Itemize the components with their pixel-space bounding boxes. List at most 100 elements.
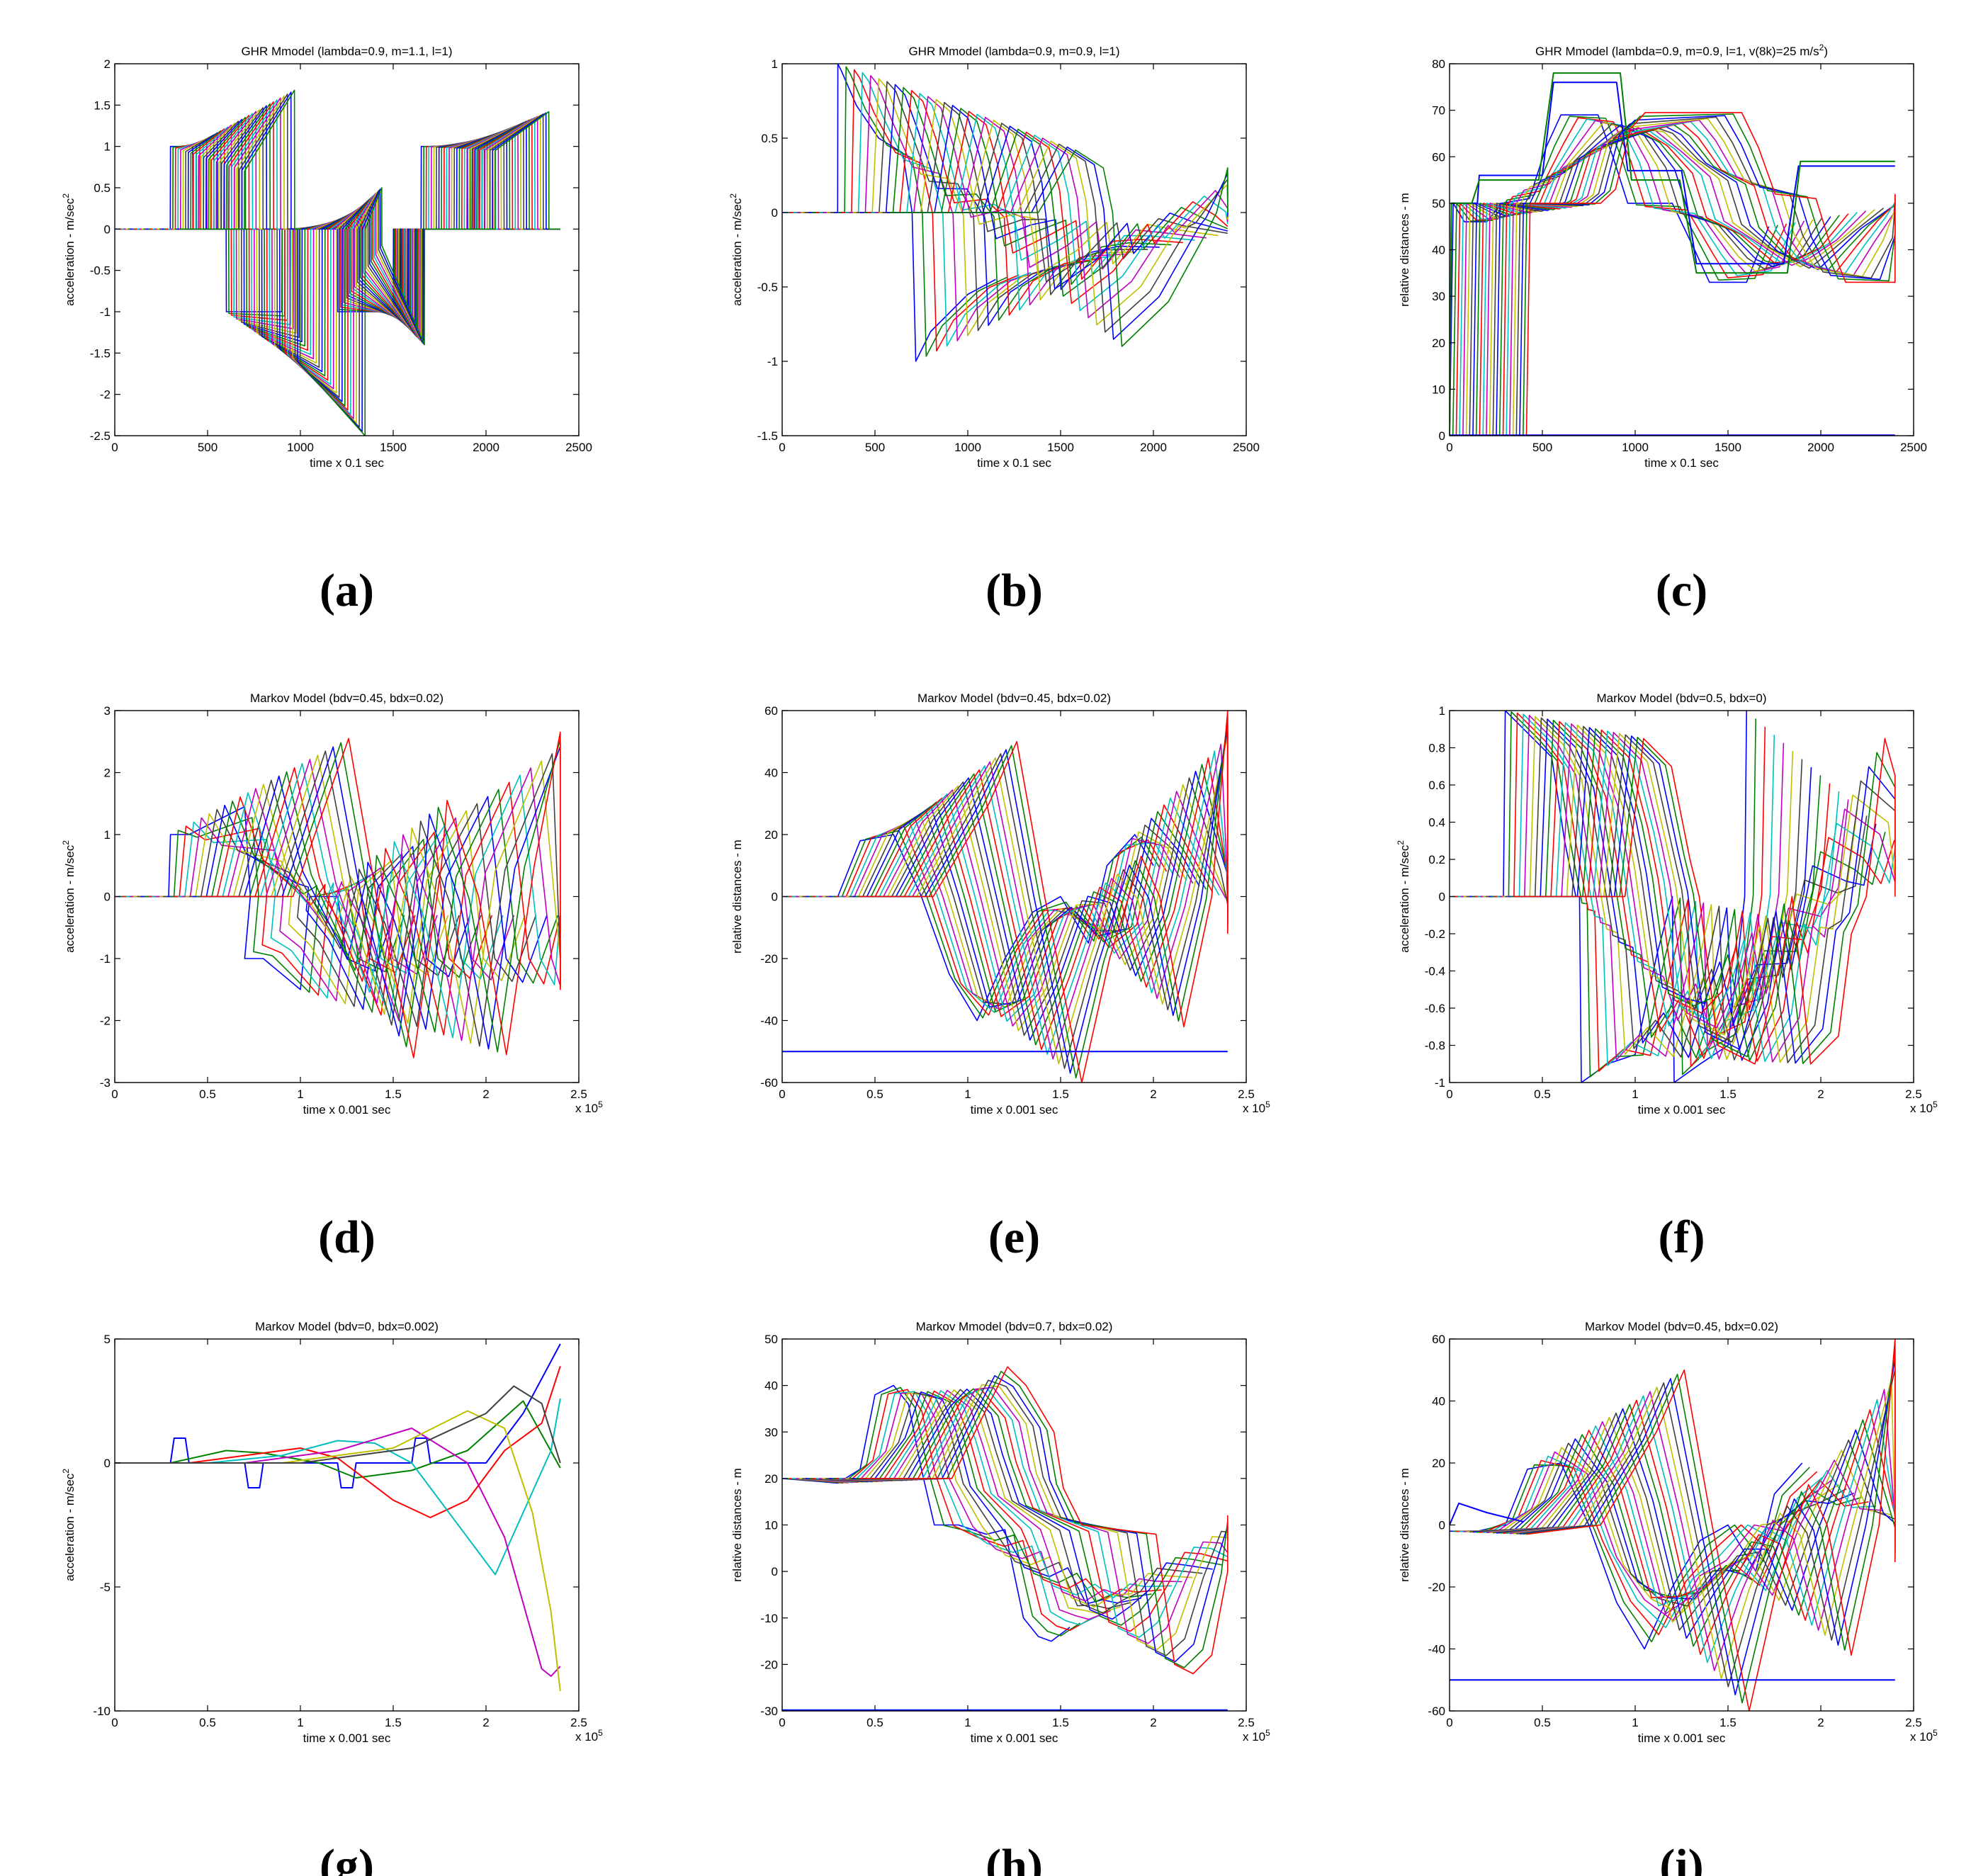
series-group <box>115 89 560 436</box>
x-tick-label: 2.5 <box>1905 1716 1922 1729</box>
y-tick-label: -1.5 <box>90 346 111 360</box>
y-axis-label-text: acceleration - m/sec <box>1398 844 1411 953</box>
x-tick-label: 2 <box>482 1716 489 1729</box>
series-line-g-1 <box>115 1343 561 1488</box>
series-line-a-28 <box>174 94 560 428</box>
y-axis-label-text: relative distances - m <box>1398 193 1411 307</box>
exponent-base: x 10 <box>575 1730 598 1744</box>
series-line-b-21 <box>856 123 1228 283</box>
y-axis-label-text: acceleration - m/sec <box>63 1473 77 1581</box>
series-line-d-19 <box>181 759 561 1041</box>
y-tick-label: 1 <box>772 57 778 71</box>
x-tick-label: 500 <box>1532 441 1552 454</box>
series-line-g-7 <box>115 1385 561 1464</box>
x-tick-label: 0 <box>1446 441 1452 454</box>
y-axis-label: acceleration - m/sec2 <box>1396 840 1411 953</box>
y-tick-label: 1 <box>1439 704 1445 718</box>
exponent-base: x 10 <box>1910 1730 1933 1744</box>
series-line-a-19 <box>154 111 560 390</box>
y-tick-label: 20 <box>1432 1457 1445 1470</box>
series-line-i-3 <box>1456 1459 1818 1636</box>
y-tick-label: 50 <box>1432 197 1445 210</box>
series-line-f-14 <box>1486 725 1868 1061</box>
y-axis-label-text: acceleration - m/sec <box>730 198 744 306</box>
series-line-f-22 <box>1508 735 1896 1064</box>
x-tick-label: 0 <box>111 1087 118 1101</box>
y-tick-label: 5 <box>104 1333 111 1346</box>
series-group <box>782 711 1229 1083</box>
x-tick-label: 1000 <box>287 441 314 454</box>
exponent-power: 5 <box>598 1728 603 1738</box>
series-line-c-23 <box>1523 113 1896 436</box>
y-axis-label: acceleration - m/sec2 <box>61 1469 77 1581</box>
y-tick-label: 10 <box>1432 383 1445 396</box>
series-line-e-21 <box>849 730 1229 1069</box>
series-line-i-17 <box>1503 1399 1896 1655</box>
series-line-i-13 <box>1489 1416 1891 1623</box>
series-line-h-10 <box>812 1390 1162 1600</box>
y-tick-label: 10 <box>764 1519 778 1532</box>
series-line-e-8 <box>806 806 1200 1008</box>
series-line-g-4 <box>115 1398 561 1576</box>
series-line-g-3 <box>115 1366 561 1518</box>
series-line-i-4 <box>1459 1455 1825 1629</box>
x-tick-label: 0.5 <box>199 1087 216 1101</box>
exponent-power: 5 <box>1933 1100 1938 1109</box>
x-tick-label: 1000 <box>954 441 981 454</box>
x-axis-label: time x 0.1 sec <box>310 456 384 470</box>
y-tick-label: 0.8 <box>1428 742 1445 755</box>
series-line-d-14 <box>163 779 537 1027</box>
y-tick-label: 3 <box>104 704 111 718</box>
series-line-i-15 <box>1496 1408 1896 1639</box>
chart-panel-a: GHR Mmodel (lambda=0.9, m=1.1, l=1) 0 500 1… <box>61 45 592 616</box>
series-line-c-1 <box>1450 114 1770 436</box>
series-line-i-19 <box>1509 1389 1896 1671</box>
x-tick-label: 1500 <box>1715 441 1741 454</box>
x-axis-label: time x 0.001 sec <box>1638 1731 1726 1745</box>
reference-line-c-1 <box>1450 81 1895 436</box>
series-line-a-27 <box>172 95 560 424</box>
series-line-d-17 <box>174 767 561 1036</box>
series-line-b-8 <box>808 84 1078 327</box>
series-line-f-24 <box>1513 738 1896 1065</box>
series-line-b-11 <box>819 93 1113 311</box>
x-tick-label: 2500 <box>1900 441 1927 454</box>
x-tick-label: 2 <box>1150 1716 1156 1729</box>
y-axis-label: acceleration - m/sec2 <box>61 840 77 953</box>
panel-label-a: (a) <box>320 565 374 616</box>
chart-title-b: GHR Mmodel (lambda=0.9, m=0.9, l=1) <box>908 45 1119 58</box>
y-tick-label: -40 <box>1428 1643 1445 1656</box>
x-tick-label: 0.5 <box>199 1716 216 1729</box>
x-tick-label: 0 <box>111 1716 118 1729</box>
series-line-c-21 <box>1515 116 1896 436</box>
chart-title-i: Markov Model (bdv=0.45, bdx=0.02) <box>1585 1320 1778 1333</box>
chart-panel-h: Markov Mmodel (bdv=0.7, bdx=0.02) 0 0.5 1 1.… <box>730 1320 1270 1876</box>
series-group <box>782 1366 1229 1711</box>
chart-panel-e: Markov Model (bdv=0.45, bdx=0.02) 0 0.5 1 1.… <box>730 691 1270 1263</box>
title-text: Markov Model (bdv=0.45, bdx=0.02) <box>1585 1320 1778 1333</box>
series-line-h-15 <box>828 1389 1213 1620</box>
x-tick-label: 1.5 <box>1719 1716 1736 1729</box>
y-tick-label: 40 <box>764 767 778 780</box>
series-line-g-6 <box>115 1410 561 1692</box>
series-line-c-24 <box>1525 112 1896 436</box>
series-line-d-20 <box>185 755 561 1044</box>
chart-panel-d: Markov Model (bdv=0.45, bdx=0.02) 0 0.5 1 1.… <box>61 691 603 1263</box>
y-tick-label: -1.5 <box>757 429 778 443</box>
x-axis-label: time x 0.001 sec <box>1638 1103 1726 1117</box>
series-line-b-18 <box>845 113 1195 275</box>
y-axis-label: relative distances - m <box>730 840 744 954</box>
x-tick-label: 1 <box>964 1087 971 1101</box>
x-tick-label: 2.5 <box>1905 1087 1922 1101</box>
series-line-a-22 <box>162 105 560 402</box>
y-tick-label: 30 <box>1432 290 1445 303</box>
series-line-a-25 <box>168 99 560 415</box>
panel-label-f: (f) <box>1659 1211 1705 1263</box>
series-line-e-17 <box>835 757 1229 1051</box>
y-tick-label: -1 <box>1435 1076 1445 1090</box>
series-line-i-24 <box>1526 1339 1896 1711</box>
x-tick-label: 1.5 <box>1052 1087 1069 1101</box>
x-axis-label: time x 0.1 sec <box>977 456 1051 470</box>
series-line-h-18 <box>839 1387 1229 1638</box>
